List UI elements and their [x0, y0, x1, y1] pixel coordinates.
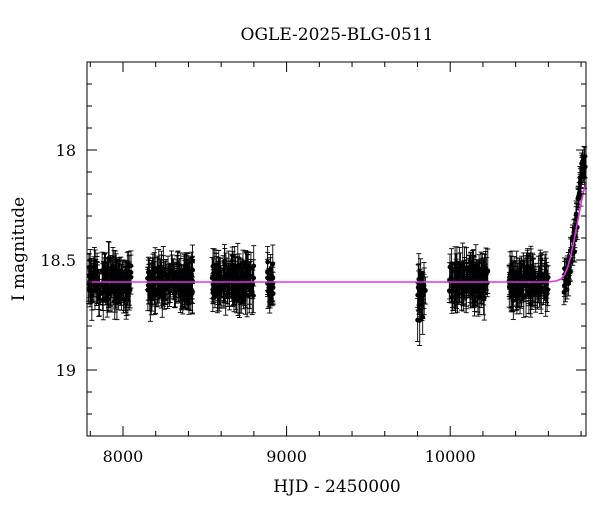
data-point	[457, 252, 463, 281]
data-point	[476, 262, 482, 292]
data-point	[165, 267, 171, 310]
plot-frame	[86, 61, 587, 437]
data-point	[145, 266, 151, 290]
data-point	[251, 259, 257, 297]
model-curve	[87, 182, 587, 283]
data-point	[226, 268, 232, 291]
data-point	[122, 260, 128, 300]
data-point	[449, 271, 455, 302]
data-point	[149, 272, 155, 312]
data-point	[210, 248, 216, 285]
data-point	[189, 257, 195, 295]
data-point	[89, 266, 95, 303]
data-point	[126, 255, 132, 289]
data-point	[101, 253, 107, 287]
data-point	[240, 273, 246, 301]
data-point	[417, 268, 423, 311]
data-point	[248, 251, 254, 284]
data-point	[180, 272, 186, 299]
data-point	[235, 272, 241, 299]
data-point	[485, 248, 491, 294]
y-tick-label: 19	[56, 361, 76, 380]
data-point	[455, 274, 461, 298]
data-point	[471, 255, 477, 298]
data-point	[108, 266, 114, 307]
data-point	[530, 273, 536, 302]
data-point	[218, 264, 224, 309]
data-point	[91, 247, 97, 286]
data-point	[415, 298, 421, 342]
data-point	[452, 269, 458, 311]
data-point	[507, 273, 513, 300]
data-point	[231, 282, 237, 313]
x-tick-label: 8000	[103, 447, 144, 466]
data-point	[470, 254, 476, 284]
x-tick-label: 10000	[425, 447, 476, 466]
data-points-layer	[86, 146, 588, 346]
data-point	[567, 262, 573, 282]
data-point	[92, 268, 98, 311]
data-point	[94, 264, 100, 291]
data-point	[169, 250, 175, 293]
data-point	[174, 272, 180, 302]
data-point	[566, 270, 572, 297]
data-point	[511, 256, 517, 299]
y-tick-label: 18.5	[40, 251, 76, 270]
data-point	[117, 269, 123, 305]
data-point	[524, 249, 530, 291]
data-point	[221, 276, 227, 302]
data-point	[446, 278, 452, 303]
axis-ticks-layer: 8000 9000 10000 18 18.5 19	[40, 61, 586, 466]
x-tick-label: 9000	[266, 447, 307, 466]
data-point	[447, 253, 453, 281]
y-axis-label: I magnitude	[9, 197, 29, 301]
data-point	[175, 265, 181, 292]
chart-title: OGLE-2025-BLG-0511	[241, 25, 434, 45]
model-curve-layer	[87, 182, 587, 283]
data-point	[177, 275, 183, 314]
data-point	[126, 263, 132, 292]
data-point	[515, 266, 521, 309]
data-point	[572, 241, 578, 263]
data-point	[545, 265, 551, 290]
x-axis-label: HJD - 2450000	[273, 477, 401, 497]
y-tick-label: 18	[56, 141, 76, 160]
data-point	[538, 265, 544, 310]
data-point	[160, 264, 166, 306]
data-point	[152, 276, 158, 314]
data-point	[86, 260, 92, 292]
